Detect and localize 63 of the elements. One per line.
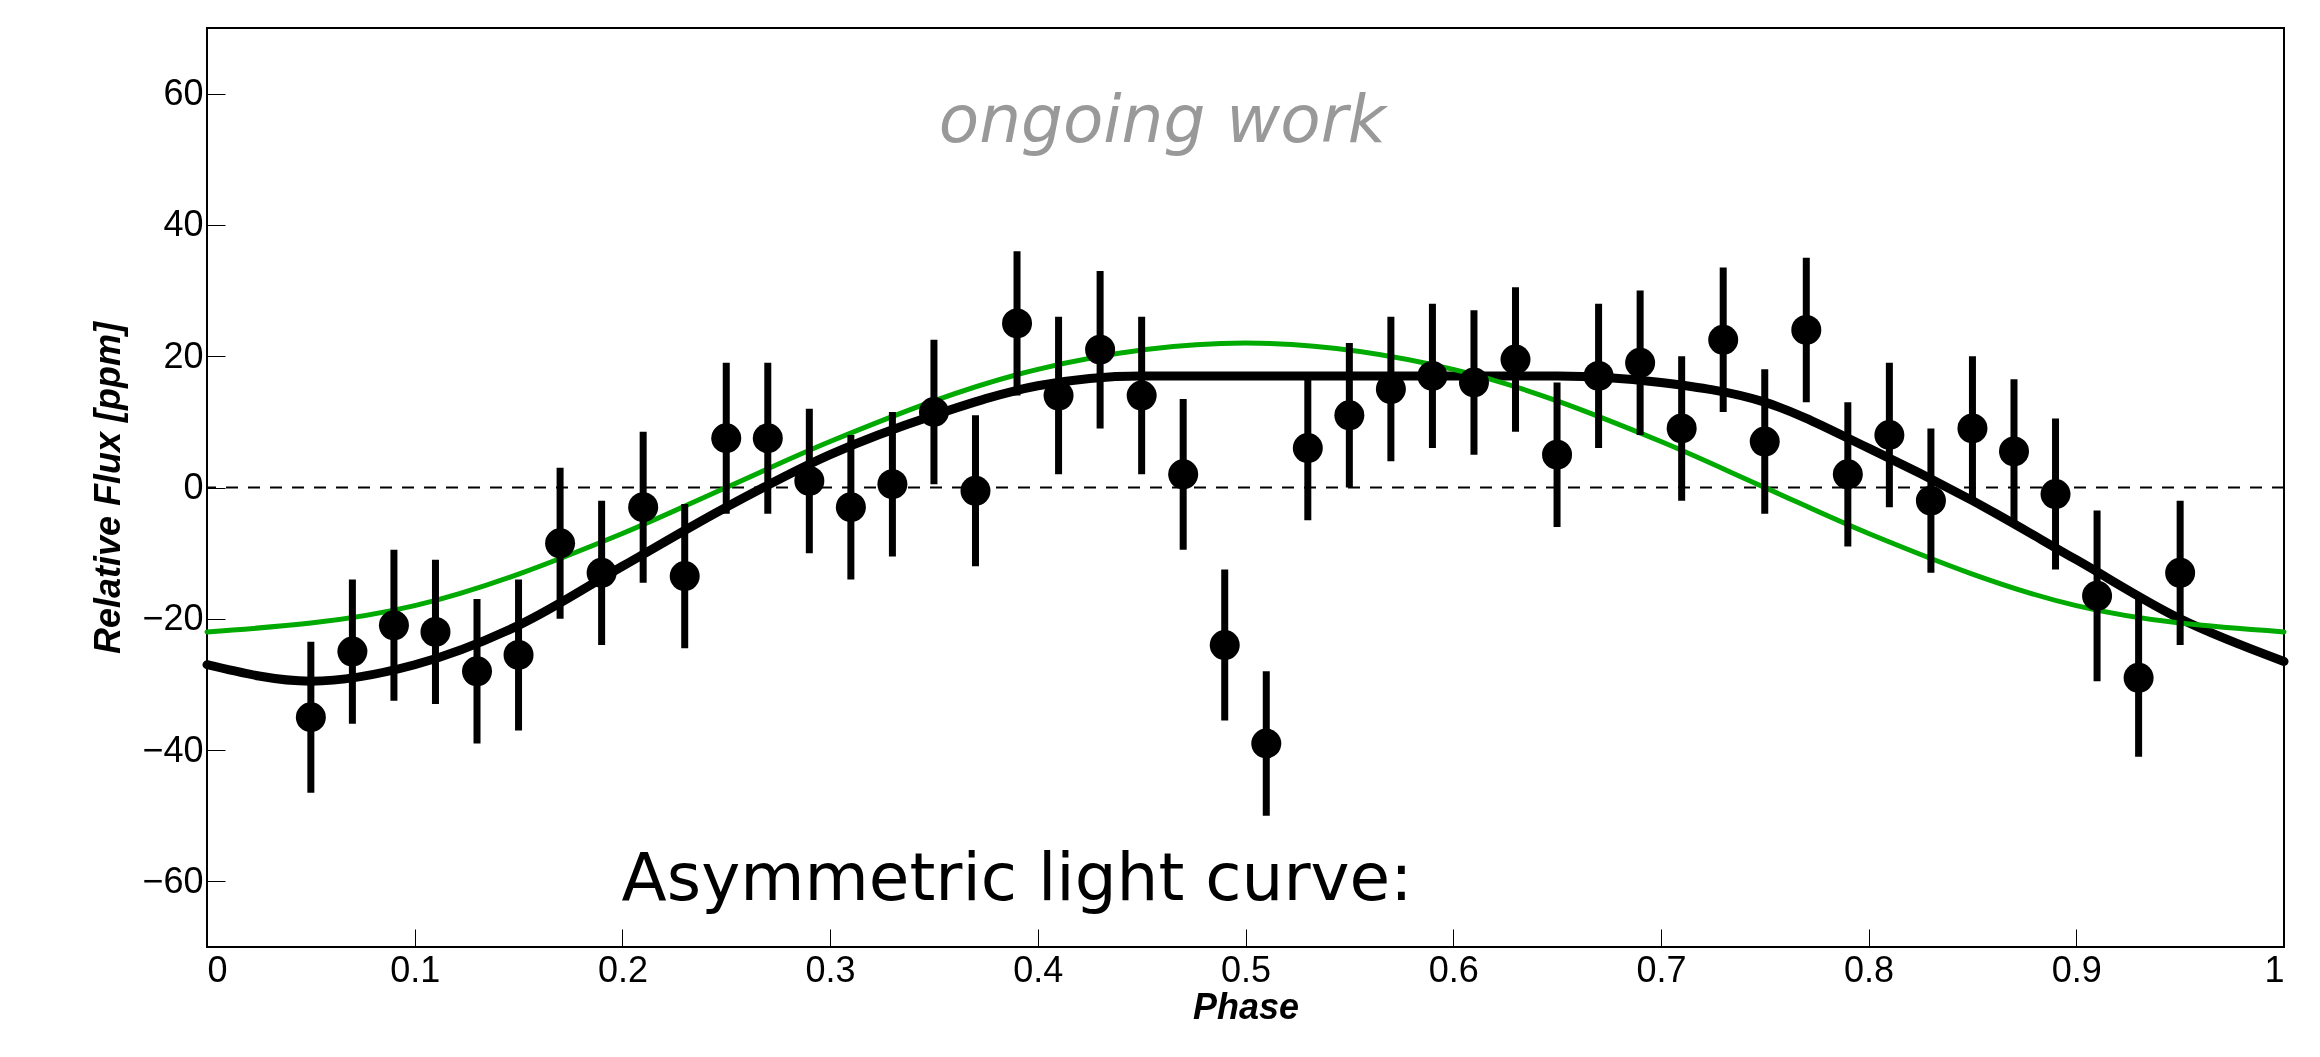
point — [1209, 630, 1240, 661]
point — [1542, 439, 1573, 470]
point — [295, 702, 326, 733]
x-tick-label: 0.6 — [1428, 948, 1479, 990]
annotation: ongoing work — [938, 81, 1389, 158]
point — [835, 492, 866, 523]
x-tick-label: 0.9 — [2051, 948, 2102, 990]
point — [378, 610, 409, 641]
point — [1957, 413, 1988, 444]
x-tick-label: 1 — [2264, 948, 2285, 990]
x-tick-label: 0.7 — [1636, 948, 1687, 990]
point — [1583, 360, 1614, 391]
point — [1832, 459, 1863, 490]
point — [1625, 347, 1656, 378]
x-tick-label: 0.2 — [597, 948, 648, 990]
point — [1915, 485, 1946, 516]
point — [337, 636, 368, 667]
point — [545, 528, 576, 559]
point — [1002, 308, 1033, 339]
annotation: Asymmetric light curve: — [621, 839, 1413, 916]
point — [918, 397, 949, 427]
y-axis-title: Relative Flux [ppm] — [87, 320, 129, 655]
point — [462, 656, 493, 687]
point — [2123, 662, 2154, 693]
point — [1168, 459, 1199, 490]
x-tick-label: 0.1 — [390, 948, 441, 990]
y-tick-label: 40 — [163, 203, 204, 245]
point — [1708, 324, 1739, 355]
point — [1126, 380, 1157, 411]
x-tick-label: 0.3 — [805, 948, 856, 990]
point — [420, 616, 451, 647]
x-tick-label: 0.4 — [1013, 948, 1064, 990]
point — [794, 465, 825, 496]
y-tick-label: −20 — [142, 597, 204, 639]
y-tick-label: −40 — [142, 728, 204, 770]
point — [1874, 420, 1905, 450]
point — [1749, 426, 1780, 457]
point — [2165, 557, 2196, 588]
point — [1334, 400, 1365, 431]
y-tick-label: 0 — [183, 466, 204, 507]
point — [586, 557, 617, 588]
point — [1085, 334, 1116, 365]
point — [1998, 436, 2029, 467]
point — [628, 492, 659, 523]
y-tick-label: 20 — [163, 334, 204, 376]
point — [669, 561, 700, 592]
point — [711, 423, 742, 454]
x-tick-label: 0.8 — [1844, 948, 1895, 990]
y-tick-label: −60 — [142, 859, 204, 901]
point — [1417, 360, 1448, 391]
point — [2082, 580, 2113, 611]
point — [1251, 728, 1282, 759]
point — [2040, 479, 2071, 510]
point — [1666, 413, 1697, 444]
point — [877, 469, 908, 500]
point — [1292, 433, 1323, 464]
y-tick-label: 60 — [163, 72, 204, 114]
point — [1791, 314, 1822, 345]
point — [503, 639, 534, 670]
point — [1458, 367, 1489, 398]
point — [1500, 344, 1531, 375]
point — [752, 423, 783, 454]
point — [960, 475, 991, 506]
